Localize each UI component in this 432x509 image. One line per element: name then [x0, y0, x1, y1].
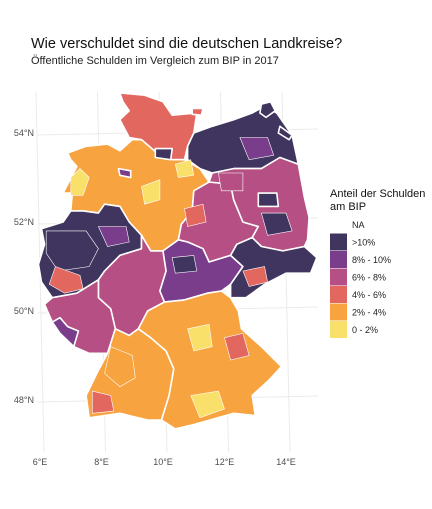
district-patch-8 — [224, 332, 250, 361]
district-patch-14 — [174, 159, 195, 178]
district-patch-9 — [190, 390, 225, 419]
district-patch-5 — [104, 346, 136, 388]
x-tick-label-0: 6°E — [33, 457, 48, 467]
y-tick-label-2: 50°N — [14, 306, 34, 316]
legend-swatch-5 — [330, 303, 347, 321]
district-patch-16 — [242, 266, 268, 287]
y-tick-label-1: 52°N — [14, 217, 34, 227]
region-13 — [51, 316, 80, 348]
legend-label-3: 6% - 8% — [352, 273, 386, 283]
district-patch-12 — [261, 212, 293, 236]
district-patch-7 — [187, 323, 213, 352]
district-patch-4 — [48, 266, 84, 294]
legend-swatch-3 — [330, 268, 347, 286]
x-tick-label-2: 10°E — [153, 457, 173, 467]
region-17 — [191, 107, 204, 116]
district-patch-15 — [171, 255, 198, 274]
chart-subtitle: Öffentliche Schulden im Vergleich zum BI… — [31, 55, 279, 67]
district-patch-2 — [45, 230, 99, 272]
legend-label-5: 2% - 4% — [352, 308, 386, 318]
district-patch-1 — [141, 179, 161, 205]
legend-label-1: >10% — [352, 238, 375, 248]
map-regions — [37, 92, 318, 430]
region-4 — [154, 147, 173, 161]
legend-title-line1: Anteil der Schulden — [330, 188, 426, 200]
legend-keys: NA >10% 8% - 10% 6% - 8% 4% - 6% 2% - 4% 0 - 2… — [330, 220, 391, 338]
y-tick-label-0: 54°N — [14, 128, 34, 138]
legend-swatch-4 — [330, 286, 347, 303]
legend-swatch-1 — [330, 233, 347, 251]
legend-swatch-6 — [330, 321, 347, 338]
legend-label-0: NA — [352, 220, 365, 230]
legend-title-line2: am BIP — [330, 201, 367, 213]
x-tick-label-1: 8°E — [94, 457, 109, 467]
region-18 — [277, 125, 293, 141]
district-patch-11 — [218, 172, 244, 192]
legend-label-2: 8% - 10% — [352, 255, 391, 265]
region-16 — [259, 101, 277, 119]
legend-label-6: 0 - 2% — [352, 325, 378, 335]
legend-label-4: 4% - 6% — [352, 290, 386, 300]
x-tick-label-3: 12°E — [215, 457, 235, 467]
axis-tick-labels: 6°E 8°E 10°E 12°E 14°E 54°N 52°N 50°N 48°N — [14, 128, 296, 467]
region-3 — [117, 167, 132, 179]
region-7 — [257, 192, 280, 208]
region-15 — [137, 290, 283, 430]
x-tick-label-4: 14°E — [276, 457, 296, 467]
district-patch-3 — [97, 226, 130, 247]
legend-swatch-2 — [330, 251, 347, 268]
chart-title: Wie verschuldet sind die deutschen Landk… — [31, 36, 343, 52]
district-patch-0 — [70, 168, 90, 196]
district-patch-10 — [239, 137, 275, 161]
district-patch-6 — [92, 390, 115, 414]
y-tick-label-3: 48°N — [14, 395, 34, 405]
legend-title: Anteil der Schulden am BIP — [330, 188, 426, 214]
district-patch-13 — [184, 203, 207, 227]
